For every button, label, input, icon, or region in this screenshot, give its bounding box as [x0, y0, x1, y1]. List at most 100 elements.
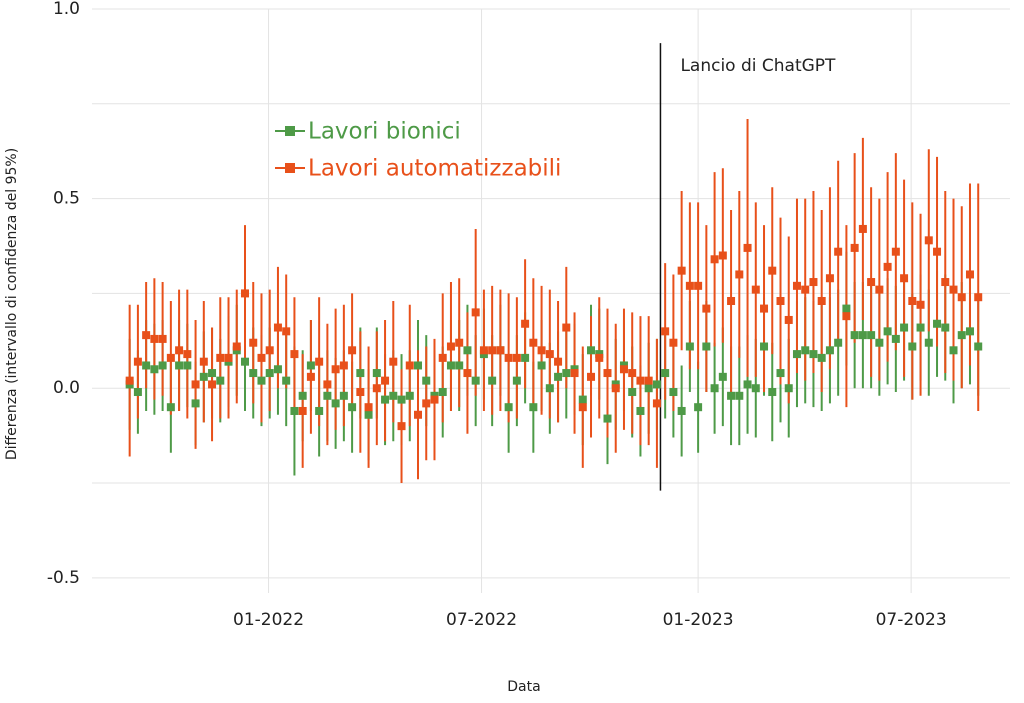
point: [265, 346, 274, 355]
point: [488, 376, 497, 385]
point: [389, 391, 398, 400]
point: [891, 247, 900, 256]
point: [158, 334, 167, 343]
point: [389, 357, 398, 366]
point: [924, 338, 933, 347]
legend-marker: [285, 163, 295, 173]
point: [949, 285, 958, 294]
point: [331, 365, 340, 374]
point: [339, 361, 348, 370]
point: [694, 403, 703, 412]
y-tick-label: 0.5: [53, 189, 80, 209]
legend-label: Lavori automatizzabili: [308, 156, 561, 182]
point: [965, 270, 974, 279]
point: [290, 350, 299, 359]
x-tick-label: 01-2023: [663, 610, 734, 630]
point: [133, 388, 142, 397]
point: [619, 365, 628, 374]
point: [331, 399, 340, 408]
point: [414, 361, 423, 370]
point: [628, 369, 637, 378]
point: [562, 369, 571, 378]
point: [916, 323, 925, 332]
point: [858, 331, 867, 340]
point: [694, 281, 703, 290]
point: [908, 297, 917, 305]
legend-label: Lavori bionici: [308, 119, 461, 145]
point: [809, 278, 818, 287]
point: [397, 422, 406, 431]
point: [298, 391, 307, 400]
point: [446, 361, 455, 370]
point: [825, 346, 834, 355]
point: [257, 376, 266, 385]
point: [356, 388, 365, 397]
point: [867, 331, 876, 340]
point: [941, 278, 950, 287]
point: [636, 376, 645, 385]
y-tick-label: 1.0: [53, 0, 80, 19]
point: [834, 338, 843, 347]
point: [298, 406, 307, 415]
point: [842, 312, 851, 321]
legend-marker: [285, 126, 295, 136]
point: [842, 304, 851, 313]
point: [142, 361, 151, 370]
point: [974, 293, 983, 302]
point: [661, 327, 670, 336]
point: [504, 353, 513, 362]
point: [529, 338, 538, 347]
point: [537, 361, 546, 370]
point: [900, 323, 909, 332]
point: [133, 357, 142, 366]
point: [834, 247, 843, 256]
point: [216, 376, 225, 385]
point: [611, 384, 620, 393]
point: [438, 388, 447, 397]
point: [364, 410, 373, 419]
point: [710, 384, 719, 393]
point: [776, 297, 785, 305]
point: [875, 338, 884, 347]
point: [372, 384, 381, 393]
point: [702, 342, 711, 351]
point: [702, 304, 711, 313]
point: [208, 380, 217, 389]
point: [125, 376, 134, 385]
point: [463, 369, 472, 378]
point: [381, 376, 390, 385]
point: [628, 388, 637, 397]
point: [652, 399, 661, 408]
point: [883, 327, 892, 336]
point: [175, 346, 184, 355]
point: [743, 380, 752, 389]
point: [883, 262, 892, 271]
point: [727, 297, 736, 305]
point: [974, 342, 983, 351]
point: [809, 350, 818, 359]
point: [455, 338, 464, 347]
point: [850, 331, 859, 340]
point: [644, 384, 653, 393]
point: [735, 391, 744, 400]
point: [751, 384, 760, 393]
point: [587, 372, 596, 381]
point: [817, 297, 826, 305]
point: [669, 388, 678, 397]
point: [323, 380, 332, 389]
point: [199, 372, 208, 381]
point: [595, 353, 604, 362]
point: [521, 353, 530, 362]
point: [265, 369, 274, 378]
point: [232, 342, 241, 351]
point: [677, 266, 686, 275]
point: [504, 403, 513, 412]
point: [224, 353, 233, 362]
point: [142, 331, 151, 340]
point: [183, 361, 192, 370]
point: [710, 255, 719, 264]
point: [463, 346, 472, 355]
point: [166, 353, 175, 362]
point: [397, 395, 406, 404]
point: [183, 350, 192, 359]
